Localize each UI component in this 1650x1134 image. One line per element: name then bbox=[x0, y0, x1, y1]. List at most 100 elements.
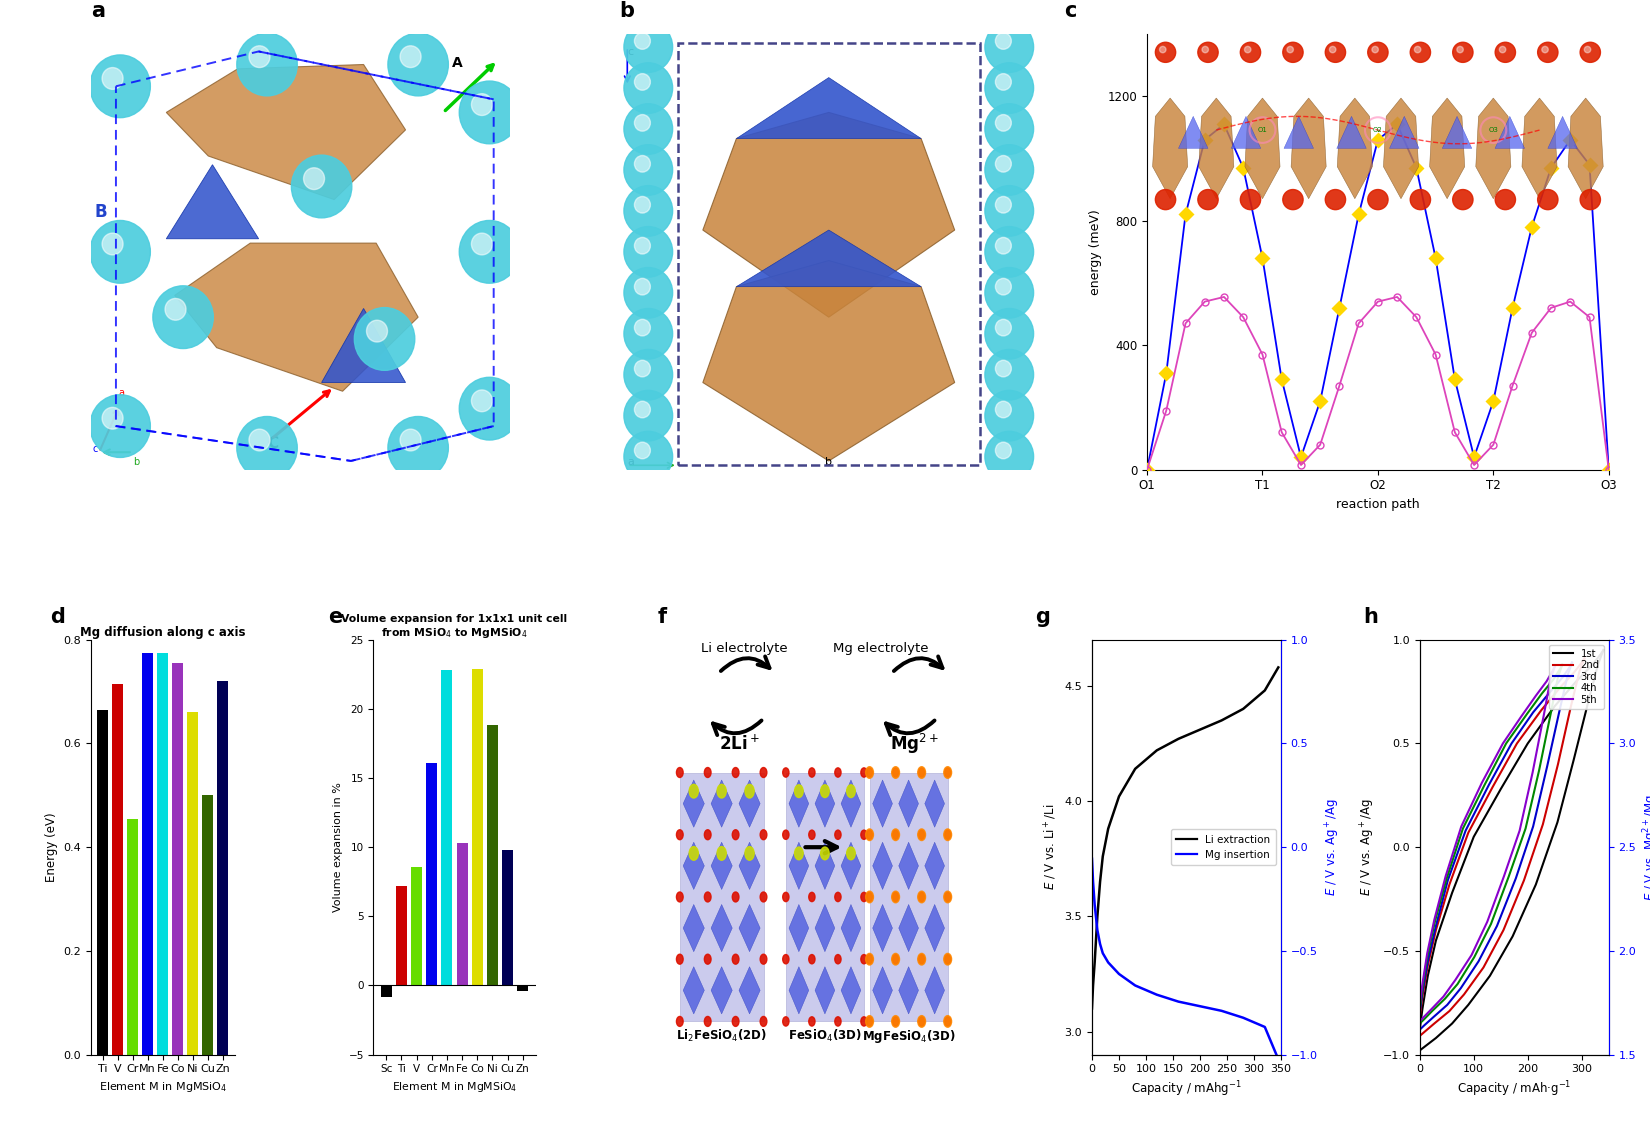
Circle shape bbox=[985, 186, 1033, 236]
Circle shape bbox=[635, 74, 650, 91]
Circle shape bbox=[985, 349, 1033, 400]
Polygon shape bbox=[739, 966, 761, 1014]
Polygon shape bbox=[815, 843, 835, 889]
Circle shape bbox=[635, 33, 650, 49]
Legend: 1st, 2nd, 3rd, 4th, 5th: 1st, 2nd, 3rd, 4th, 5th bbox=[1549, 645, 1604, 709]
Circle shape bbox=[472, 390, 492, 412]
Circle shape bbox=[985, 227, 1033, 277]
Polygon shape bbox=[703, 261, 955, 460]
Circle shape bbox=[866, 891, 873, 903]
Text: c: c bbox=[627, 48, 634, 57]
Circle shape bbox=[919, 830, 924, 839]
Circle shape bbox=[995, 155, 1011, 172]
Circle shape bbox=[985, 145, 1033, 195]
Circle shape bbox=[820, 847, 830, 860]
Circle shape bbox=[866, 955, 873, 964]
Polygon shape bbox=[924, 966, 944, 1014]
Circle shape bbox=[808, 830, 815, 839]
Text: B: B bbox=[96, 203, 107, 221]
Circle shape bbox=[919, 892, 924, 902]
Text: 2Li$^+$: 2Li$^+$ bbox=[719, 735, 761, 754]
Circle shape bbox=[917, 1016, 926, 1027]
Circle shape bbox=[891, 767, 899, 778]
Circle shape bbox=[861, 768, 868, 777]
Y-axis label: $E$ / V vs. Ag$^+$/Ag: $E$ / V vs. Ag$^+$/Ag bbox=[1360, 798, 1378, 896]
Polygon shape bbox=[322, 308, 406, 382]
Y-axis label: Volume expansion in %: Volume expansion in % bbox=[333, 782, 343, 912]
Circle shape bbox=[995, 74, 1011, 91]
Bar bbox=[785, 772, 865, 1022]
Circle shape bbox=[733, 1016, 739, 1026]
Circle shape bbox=[153, 286, 213, 348]
Polygon shape bbox=[739, 843, 761, 889]
Circle shape bbox=[985, 308, 1033, 359]
Circle shape bbox=[893, 955, 899, 964]
Title: Volume expansion for 1x1x1 unit cell
from MSiO$_4$ to MgMSiO$_4$: Volume expansion for 1x1x1 unit cell fro… bbox=[342, 613, 568, 640]
Circle shape bbox=[624, 186, 673, 236]
Circle shape bbox=[304, 168, 325, 189]
Circle shape bbox=[718, 847, 726, 861]
Circle shape bbox=[866, 829, 873, 840]
Text: Mg$^{2+}$: Mg$^{2+}$ bbox=[889, 731, 939, 755]
Circle shape bbox=[635, 237, 650, 254]
Polygon shape bbox=[873, 905, 893, 951]
Circle shape bbox=[624, 227, 673, 277]
X-axis label: Capacity / mAhg$^{-1}$: Capacity / mAhg$^{-1}$ bbox=[1132, 1080, 1242, 1100]
Circle shape bbox=[866, 830, 873, 839]
Polygon shape bbox=[739, 905, 761, 951]
Y-axis label: Energy (eV): Energy (eV) bbox=[45, 812, 58, 882]
Polygon shape bbox=[711, 843, 733, 889]
Circle shape bbox=[705, 1016, 711, 1026]
Circle shape bbox=[866, 892, 873, 902]
Polygon shape bbox=[683, 966, 705, 1014]
Text: c: c bbox=[1064, 1, 1076, 20]
Bar bbox=[127, 819, 139, 1055]
Circle shape bbox=[624, 431, 673, 482]
X-axis label: Element M in MgMSiO$_4$: Element M in MgMSiO$_4$ bbox=[99, 1080, 228, 1094]
Bar bbox=[870, 772, 947, 1022]
Circle shape bbox=[102, 407, 124, 429]
Circle shape bbox=[388, 416, 449, 480]
Circle shape bbox=[676, 1016, 683, 1026]
Circle shape bbox=[861, 892, 868, 902]
Circle shape bbox=[624, 22, 673, 73]
Circle shape bbox=[744, 785, 754, 798]
Circle shape bbox=[782, 768, 789, 777]
Circle shape bbox=[733, 768, 739, 778]
Circle shape bbox=[459, 81, 520, 144]
Polygon shape bbox=[842, 843, 861, 889]
Circle shape bbox=[917, 829, 926, 840]
Circle shape bbox=[676, 768, 683, 778]
Polygon shape bbox=[683, 905, 705, 951]
Bar bbox=[218, 682, 228, 1055]
Text: Li$_2$FeSiO$_4$(2D): Li$_2$FeSiO$_4$(2D) bbox=[676, 1029, 767, 1044]
Circle shape bbox=[238, 416, 297, 480]
Circle shape bbox=[995, 279, 1011, 295]
Circle shape bbox=[472, 234, 492, 255]
Polygon shape bbox=[842, 780, 861, 828]
Circle shape bbox=[835, 955, 842, 964]
Circle shape bbox=[985, 103, 1033, 154]
Circle shape bbox=[690, 785, 698, 798]
Circle shape bbox=[995, 115, 1011, 132]
Polygon shape bbox=[736, 77, 921, 138]
Text: MgFeSiO$_4$(3D): MgFeSiO$_4$(3D) bbox=[861, 1029, 955, 1046]
Circle shape bbox=[917, 891, 926, 903]
Circle shape bbox=[782, 955, 789, 964]
Bar bbox=[172, 663, 183, 1055]
Text: Mg electrolyte: Mg electrolyte bbox=[833, 642, 929, 655]
Circle shape bbox=[995, 401, 1011, 417]
Circle shape bbox=[944, 1017, 950, 1026]
Polygon shape bbox=[899, 843, 919, 889]
Polygon shape bbox=[924, 780, 944, 828]
Polygon shape bbox=[842, 905, 861, 951]
Circle shape bbox=[866, 768, 873, 777]
Bar bbox=[502, 850, 513, 985]
Bar bbox=[381, 985, 391, 997]
Circle shape bbox=[624, 349, 673, 400]
Circle shape bbox=[808, 768, 815, 777]
Circle shape bbox=[944, 891, 952, 903]
Circle shape bbox=[919, 955, 924, 964]
Polygon shape bbox=[739, 780, 761, 828]
Circle shape bbox=[635, 196, 650, 213]
